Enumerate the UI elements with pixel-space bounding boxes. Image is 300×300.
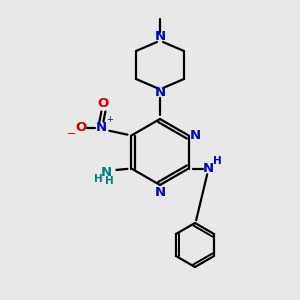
Text: H: H (105, 176, 114, 187)
Text: N: N (190, 129, 201, 142)
Text: N: N (203, 162, 214, 175)
Text: N: N (154, 86, 166, 100)
Text: H: H (213, 157, 222, 166)
Text: O: O (98, 97, 109, 110)
Text: N: N (96, 121, 107, 134)
Text: N: N (154, 187, 166, 200)
Text: N: N (101, 166, 112, 179)
Text: −: − (67, 128, 76, 139)
Text: O: O (76, 121, 87, 134)
Text: N: N (154, 31, 166, 44)
Text: +: + (106, 115, 113, 124)
Text: H: H (94, 173, 103, 184)
